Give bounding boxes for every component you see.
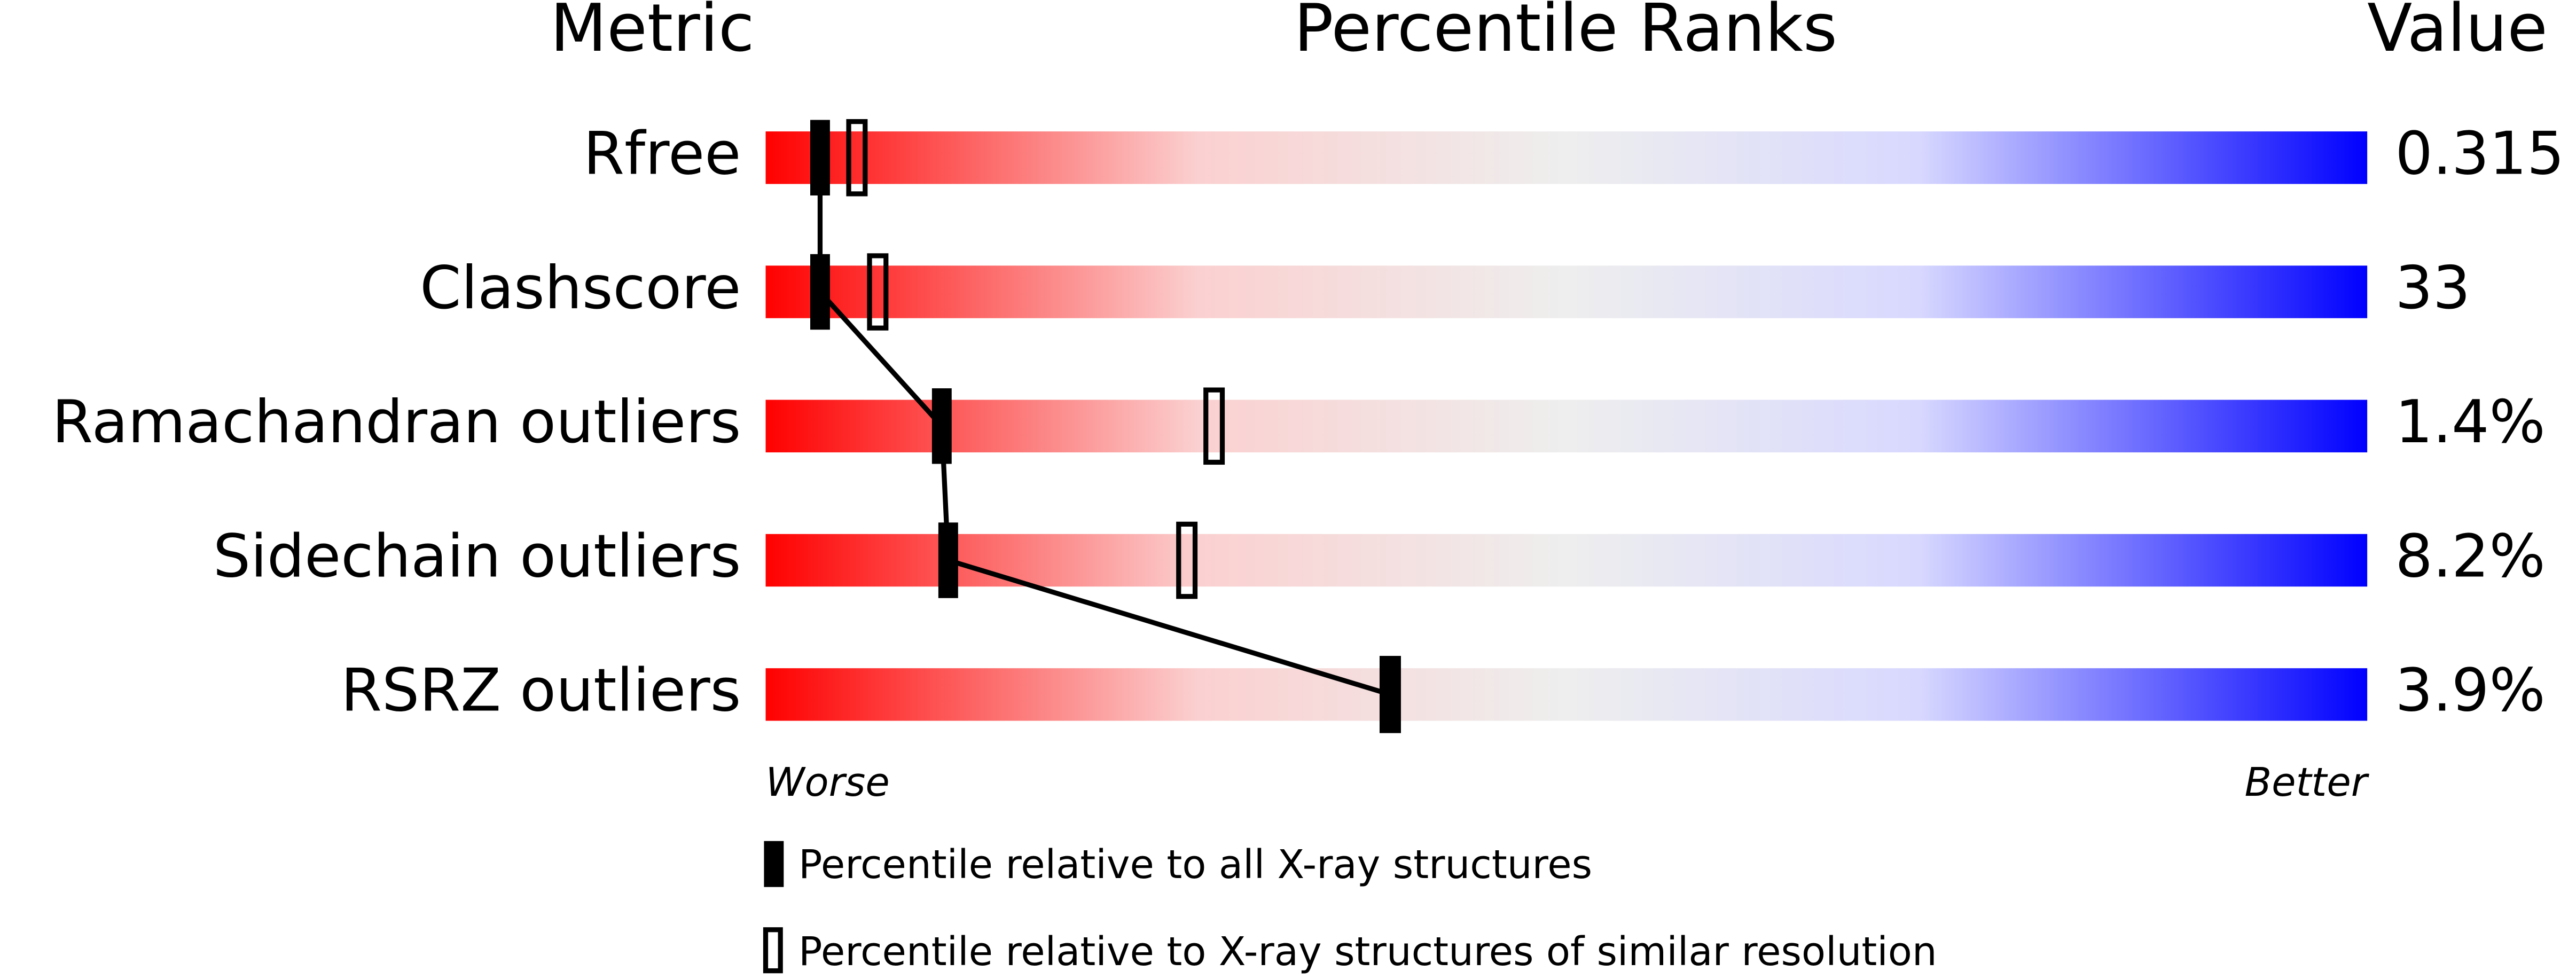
- percentile-marker-all: [931, 388, 952, 464]
- percentile-bar: [765, 400, 2368, 452]
- percentile-bar: [765, 534, 2368, 587]
- metric-value: 8.2%: [2395, 522, 2545, 591]
- percentile-marker-similar: [846, 119, 868, 197]
- percentile-bar: [765, 265, 2368, 318]
- metric-value: 33: [2395, 254, 2470, 323]
- percentile-marker-all: [810, 120, 830, 195]
- metric-value: 0.315: [2395, 120, 2564, 189]
- metric-value: 3.9%: [2395, 656, 2545, 725]
- metric-label: Ramachandran outliers: [52, 388, 741, 457]
- better-label: Better: [2244, 759, 2369, 805]
- percentile-marker-similar: [1379, 656, 1401, 733]
- column-header: Value: [2367, 0, 2548, 67]
- metric-label: Sidechain outliers: [213, 522, 741, 591]
- metric-label: RSRZ outliers: [341, 656, 741, 725]
- percentile-marker-similar: [1203, 387, 1225, 465]
- legend-swatch: [764, 841, 784, 887]
- metric-label: Clashscore: [420, 254, 741, 323]
- column-header: Metric: [550, 0, 754, 67]
- legend-label: Percentile relative to all X-ray structu…: [798, 842, 1592, 888]
- percentile-bar: [765, 131, 2368, 184]
- percentile-bar: [765, 668, 2368, 721]
- metric-label: Rfree: [583, 120, 741, 189]
- legend-label: Percentile relative to X-ray structures …: [798, 929, 1937, 975]
- percentile-marker-similar: [867, 253, 889, 331]
- worse-label: Worse: [765, 759, 889, 805]
- metric-value: 1.4%: [2395, 388, 2545, 457]
- legend-swatch: [763, 927, 783, 974]
- column-header: Percentile Ranks: [1294, 0, 1837, 67]
- percentile-marker-similar: [1176, 521, 1198, 599]
- percentile-marker-all: [938, 522, 958, 598]
- percentile-marker-all: [810, 254, 830, 330]
